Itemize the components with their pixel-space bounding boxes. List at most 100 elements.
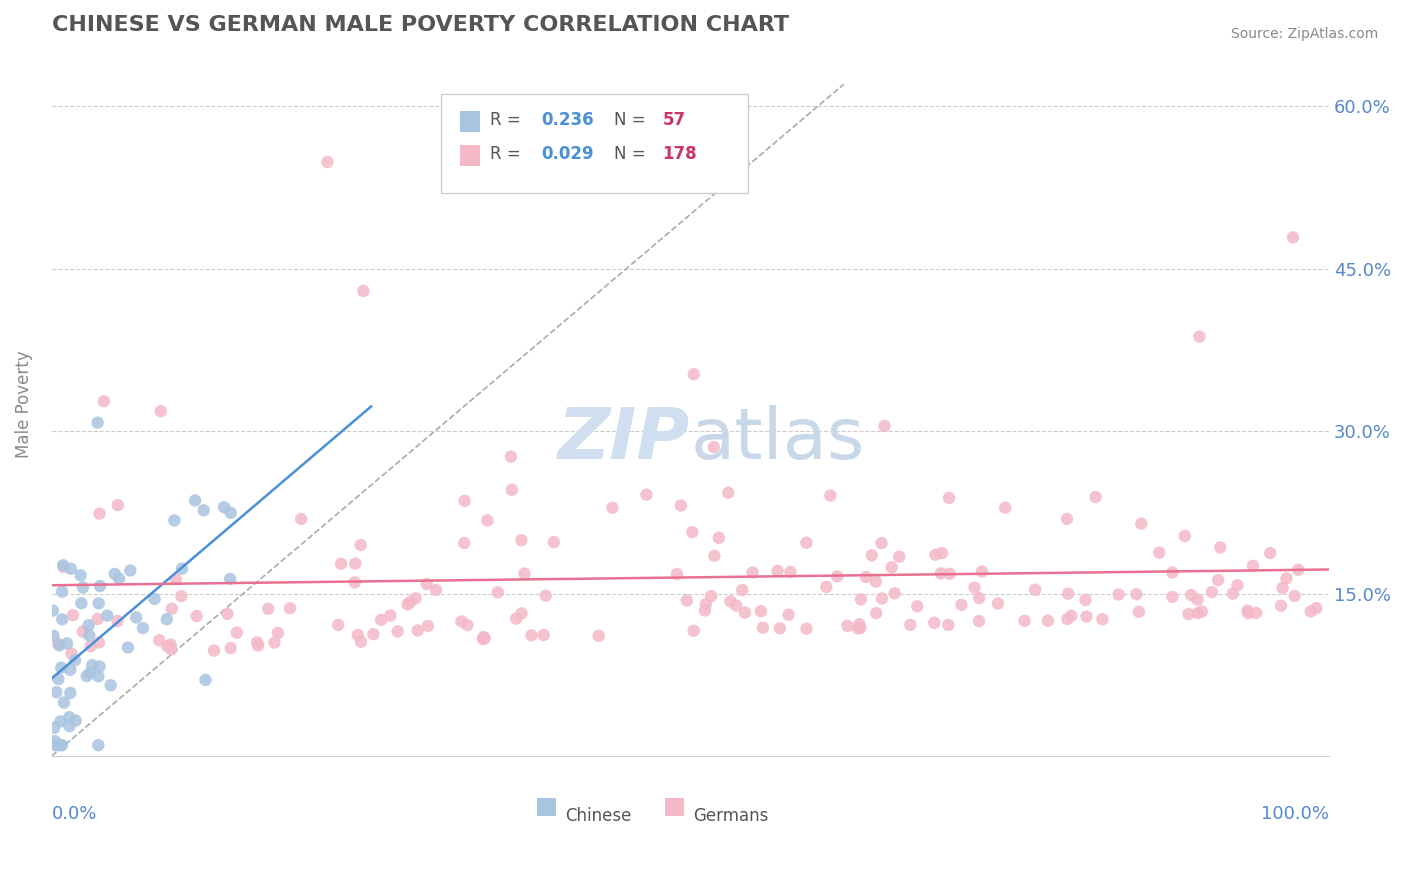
Point (837, 619, 859, 633)
Point (510, 533, 533, 548)
Point (290, 512, 312, 526)
Point (1084, 490, 1107, 504)
Point (86, 612, 108, 626)
Point (170, 562, 193, 576)
Point (202, 643, 225, 657)
Point (160, 601, 183, 615)
Text: R =: R = (489, 112, 526, 129)
Point (163, 513, 186, 527)
Point (929, 566, 952, 581)
Point (76, 669, 98, 683)
Point (165, 572, 187, 586)
Point (278, 601, 301, 615)
Point (456, 618, 478, 632)
Point (1057, 586, 1080, 600)
Point (1130, 516, 1153, 531)
Point (51, 738, 73, 752)
Point (474, 632, 496, 646)
Text: 0.029: 0.029 (541, 145, 593, 163)
Point (51, 584, 73, 599)
Text: 178: 178 (662, 145, 697, 163)
Text: Chinese: Chinese (565, 806, 631, 825)
Point (865, 606, 887, 620)
FancyBboxPatch shape (441, 94, 748, 193)
Point (778, 607, 800, 622)
Point (665, 566, 688, 581)
Point (159, 638, 181, 652)
Point (1187, 592, 1209, 607)
Point (450, 615, 472, 629)
Point (143, 591, 166, 606)
Point (246, 635, 269, 649)
Point (72, 581, 94, 595)
Point (148, 633, 170, 648)
Point (56, 636, 79, 650)
Point (717, 485, 740, 500)
Point (156, 612, 179, 626)
Point (49, 738, 72, 752)
Point (59, 562, 82, 576)
Point (682, 368, 704, 382)
Point (602, 500, 624, 515)
Text: Germans: Germans (693, 806, 768, 825)
Point (513, 566, 536, 581)
Point (1244, 606, 1267, 620)
Point (446, 178, 468, 193)
Point (938, 566, 960, 581)
Point (1187, 606, 1209, 620)
Point (752, 621, 775, 635)
Point (399, 595, 422, 609)
Point (263, 635, 285, 649)
Point (44, 738, 66, 752)
Point (217, 607, 239, 621)
Point (46, 637, 69, 651)
Point (1284, 589, 1306, 603)
Point (346, 628, 368, 642)
Text: 0.0%: 0.0% (52, 805, 97, 823)
Point (132, 621, 155, 635)
Point (350, 538, 373, 552)
Point (58, 710, 80, 724)
FancyBboxPatch shape (461, 145, 479, 166)
Point (994, 500, 1017, 515)
Point (796, 535, 818, 549)
Point (86, 416, 108, 430)
FancyBboxPatch shape (461, 111, 479, 132)
Point (695, 597, 717, 611)
Point (1237, 606, 1260, 620)
Text: N =: N = (614, 112, 651, 129)
Point (59, 686, 82, 700)
Point (87, 738, 110, 752)
Point (1056, 612, 1078, 626)
Point (1074, 593, 1097, 607)
Point (543, 535, 565, 549)
Point (247, 639, 270, 653)
Point (849, 621, 872, 635)
Point (1024, 582, 1046, 597)
Point (1128, 605, 1150, 619)
Point (52, 560, 75, 574)
Text: R =: R = (489, 145, 526, 163)
Point (1056, 512, 1078, 526)
Point (950, 598, 973, 612)
Point (676, 593, 699, 607)
Point (72, 624, 94, 639)
Point (343, 575, 366, 590)
Point (93, 394, 115, 409)
Point (477, 513, 499, 527)
Point (48, 639, 70, 653)
Point (472, 632, 495, 646)
Point (69, 568, 91, 582)
Point (45, 685, 67, 699)
Point (416, 577, 439, 591)
Point (80, 639, 103, 653)
Point (1014, 614, 1036, 628)
Point (107, 498, 129, 512)
Point (1060, 608, 1083, 623)
Point (149, 404, 172, 418)
Point (87, 596, 110, 610)
Point (534, 589, 557, 603)
Point (77, 628, 100, 642)
Point (1226, 578, 1249, 592)
Point (720, 594, 742, 608)
